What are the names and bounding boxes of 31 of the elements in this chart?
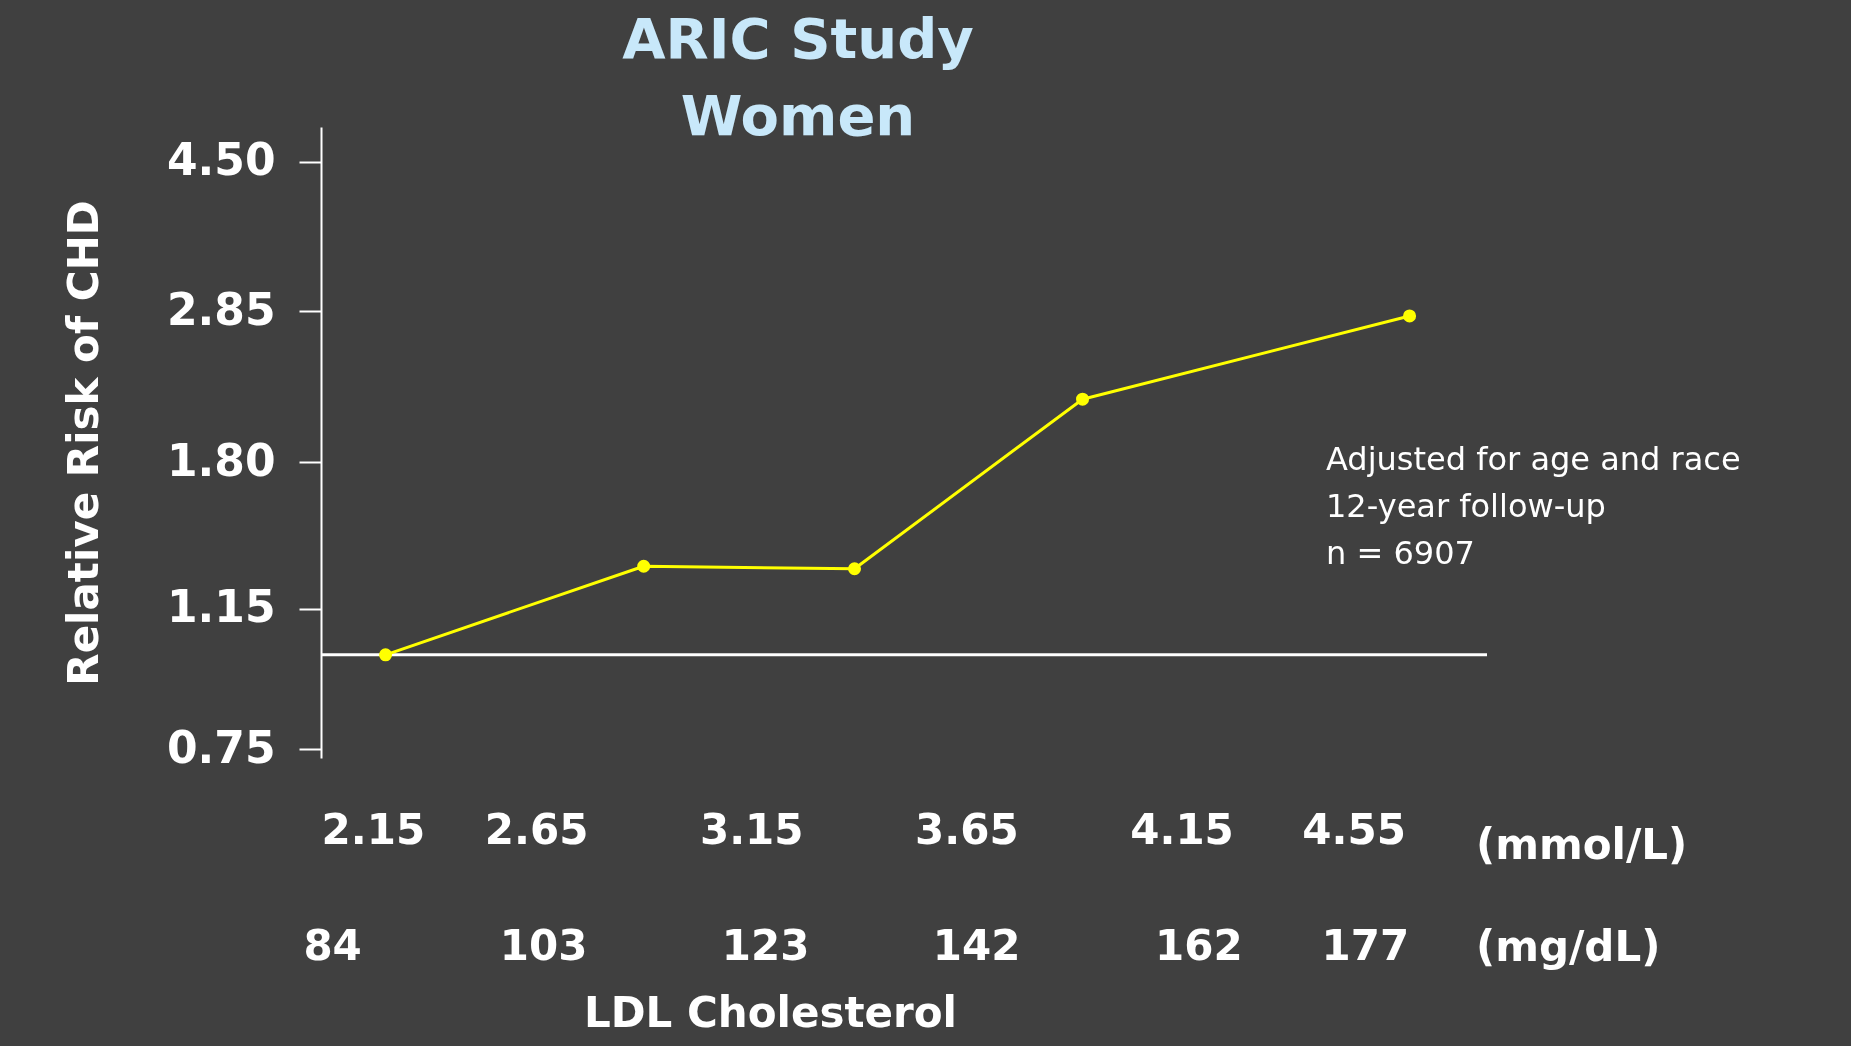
x-tick-label: 3.65: [915, 804, 1019, 854]
point: [637, 559, 651, 573]
point: [1403, 309, 1417, 323]
x-tick-label: 4.55: [1302, 804, 1406, 854]
y-axis-title: Relative Risk of CHD: [58, 200, 108, 686]
y-tick-label: 2.85: [166, 283, 276, 335]
x-tick-label: 3.15: [699, 804, 804, 854]
y-tick-label: 1.80: [166, 434, 276, 486]
x2-tick-label: 103: [499, 920, 588, 970]
point: [848, 562, 862, 576]
x-tick-label: 2.65: [484, 804, 589, 854]
text: (mmol/L): [1476, 820, 1688, 869]
annotation: Adjusted for age and race: [1326, 440, 1741, 478]
x2-tick-label: 177: [1321, 920, 1410, 970]
y-tick-label: 0.75: [166, 721, 276, 773]
x-axis-title: LDL Cholesterol: [583, 987, 957, 1037]
point: [1076, 392, 1090, 406]
x2-tick-label: 84: [303, 920, 362, 970]
text: ARIC Study: [622, 6, 974, 71]
x2-tick-label: 123: [721, 920, 810, 970]
x-tick-label: 4.15: [1130, 804, 1234, 854]
x2-tick-label: 142: [932, 920, 1021, 970]
annotation: n = 6907: [1326, 534, 1475, 572]
x2-tick-label: 162: [1154, 920, 1243, 970]
annotation: 12-year follow-up: [1326, 487, 1606, 525]
y-tick-label: 4.50: [166, 134, 276, 186]
text: (mg/dL): [1476, 922, 1661, 971]
point: [379, 648, 393, 662]
y-tick-label: 1.15: [166, 581, 276, 633]
text: Women: [680, 83, 916, 148]
x-tick-label: 2.15: [321, 804, 426, 854]
